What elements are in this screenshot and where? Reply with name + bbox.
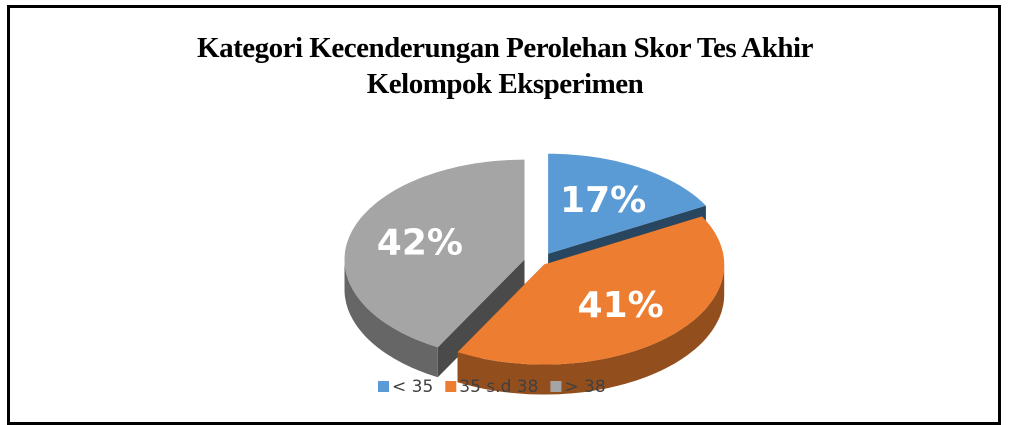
slice: 41%	[457, 216, 725, 395]
slice	[344, 159, 525, 348]
legend-swatch	[378, 381, 389, 392]
slice	[548, 153, 706, 254]
slice: 42%	[344, 159, 525, 378]
slice-edge	[437, 259, 525, 378]
legend-swatch	[445, 381, 457, 392]
legend-label: < 35	[392, 377, 433, 397]
slice-side	[457, 264, 725, 395]
data-label: 42%	[377, 223, 463, 264]
slice	[457, 216, 725, 365]
data-label: 17%	[560, 180, 646, 221]
slice-side	[344, 259, 438, 378]
chart-title: Kategori Kecenderungan Perolehan Skor Te…	[197, 32, 813, 100]
legend-label: > 38	[564, 377, 605, 397]
legend-swatch	[550, 381, 562, 392]
data-label: 41%	[578, 285, 664, 326]
legend-label: 35 s.d 38	[459, 377, 538, 397]
